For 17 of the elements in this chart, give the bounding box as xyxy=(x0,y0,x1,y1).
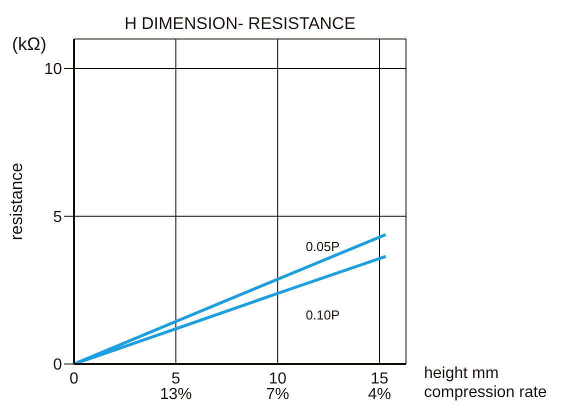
text: 4% xyxy=(366,386,392,404)
series-label: 0.05P xyxy=(306,239,340,254)
y-tick-label: 10 xyxy=(44,61,62,78)
series-label: 0.10P xyxy=(306,307,340,322)
x-tick-label: 5 xyxy=(171,370,180,388)
y-tick-label: 0 xyxy=(53,356,62,374)
chart-title: H DIMENSION- RESISTANCE xyxy=(123,14,357,34)
x-tick-label: 0 xyxy=(70,370,79,388)
text: (kΩ) xyxy=(12,34,46,55)
text: compression rate xyxy=(424,384,547,402)
text: 7% xyxy=(265,386,290,404)
x-tick-label: 15 xyxy=(370,370,389,388)
text: 13% xyxy=(158,386,193,404)
y-axis-title: resistance xyxy=(7,162,26,240)
x-tick-label: 10 xyxy=(268,370,287,388)
y-tick-label: 5 xyxy=(53,208,62,226)
x-axis-title: height mm xyxy=(424,365,499,382)
